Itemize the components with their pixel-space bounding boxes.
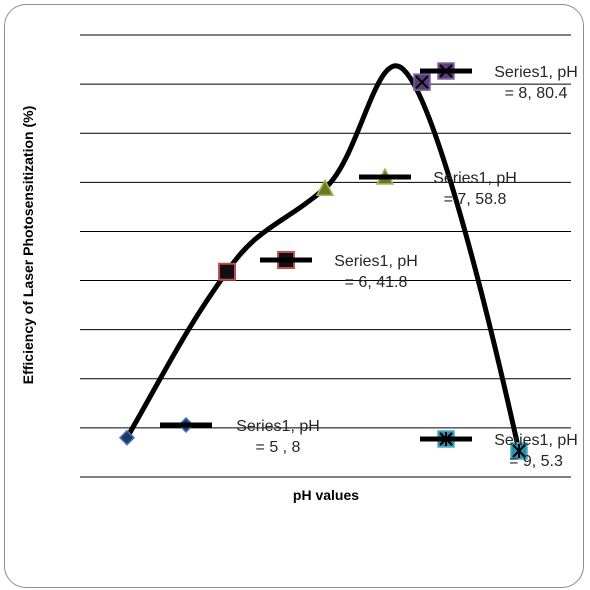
data-label-ph-8: = 8, 80.4	[505, 85, 568, 102]
line-chart: Series1, pH = 5 , 8 Series1, pH = 6, 41.8 Se…	[20, 34, 578, 503]
data-point-ph-9	[510, 442, 528, 460]
y-axis-title: Efficiency of Laser Photosensitization (…	[20, 106, 36, 385]
data-label-ph-6: Series1, pH	[334, 253, 418, 270]
data-label-ph-7: Series1, pH	[433, 170, 517, 187]
data-label-ph-5: = 5 , 8	[256, 439, 301, 456]
data-label-ph-8: Series1, pH	[494, 64, 578, 81]
data-point-ph-7	[315, 178, 335, 196]
data-point-ph-6	[218, 262, 236, 281]
series-line	[124, 63, 522, 454]
data-point-ph-5	[118, 429, 136, 446]
chart-frame: Series1, pH = 5 , 8 Series1, pH = 6, 41.8 Se…	[4, 4, 584, 588]
data-markers	[118, 62, 528, 460]
data-point-ph-8	[413, 73, 431, 91]
data-label-ph-9: Series1, pH	[494, 432, 578, 449]
data-label-ph-9: = 9, 5.3	[509, 453, 563, 470]
data-label-ph-7: = 7, 58.8	[444, 191, 507, 208]
x-axis-title: pH values	[293, 487, 359, 503]
data-labels: Series1, pH = 5 , 8 Series1, pH = 6, 41.8 Se…	[160, 64, 578, 470]
data-label-ph-5: Series1, pH	[236, 418, 320, 435]
gridlines	[80, 34, 571, 478]
data-label-ph-6: = 6, 41.8	[345, 274, 408, 291]
